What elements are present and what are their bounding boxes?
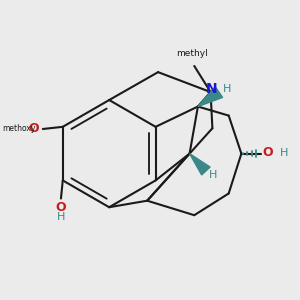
Text: methyl: methyl bbox=[177, 49, 208, 58]
Polygon shape bbox=[198, 87, 223, 106]
Text: H: H bbox=[57, 212, 65, 222]
Text: H: H bbox=[209, 169, 217, 180]
Text: methoxy: methoxy bbox=[3, 124, 36, 134]
Text: O: O bbox=[262, 146, 273, 159]
Text: O: O bbox=[56, 201, 66, 214]
Text: N: N bbox=[206, 82, 218, 96]
Text: H: H bbox=[223, 84, 231, 94]
Polygon shape bbox=[190, 154, 210, 175]
Text: H: H bbox=[279, 148, 288, 158]
Text: O: O bbox=[28, 122, 39, 136]
